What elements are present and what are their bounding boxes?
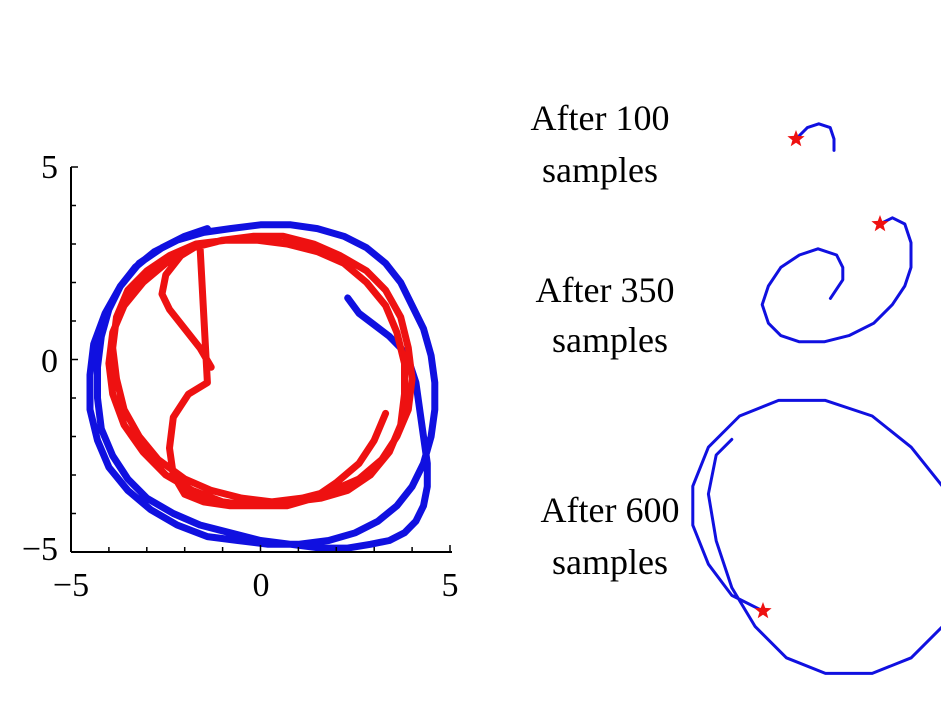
x-tick-label-right: 5 — [442, 567, 459, 604]
trajectory-panel-100 — [787, 122, 836, 152]
trajectory-panel-350 — [760, 215, 913, 344]
y-minor-ticks — [71, 166, 78, 553]
panel-350-trajectory-line — [760, 216, 913, 344]
panel-350-start-star-marker — [871, 215, 889, 232]
x-tick-label-left: −5 — [53, 567, 89, 604]
panel-100-trajectory-line — [794, 122, 836, 152]
y-tick-label-bottom: −5 — [22, 531, 58, 568]
panel-label-350-line2: samples — [552, 320, 668, 360]
main-trajectory-chart: 5 0 −5 −5 0 5 — [22, 149, 459, 604]
x-minor-ticks — [70, 545, 451, 552]
main-series-group — [86, 221, 439, 552]
panel-label-100-line1: After 100 — [531, 98, 670, 138]
panel-600-start-star-marker — [754, 602, 772, 619]
y-tick-label-top: 5 — [41, 149, 58, 186]
panel-label-600-line1: After 600 — [541, 490, 680, 530]
panel-label-350-line1: After 350 — [536, 270, 675, 310]
panel-100-start-star-marker — [787, 130, 805, 147]
y-tick-label-mid: 0 — [41, 343, 58, 380]
panel-label-350: After 350 samples — [536, 270, 675, 360]
panel-label-100: After 100 samples — [531, 98, 670, 190]
main-series-line-1 — [105, 232, 416, 510]
x-tick-label-mid: 0 — [253, 567, 270, 604]
panel-label-600: After 600 samples — [541, 490, 680, 582]
trajectory-panel-600 — [691, 398, 941, 675]
panel-label-600-line2: samples — [552, 542, 668, 582]
panel-600-trajectory-line — [691, 398, 941, 675]
main-series-line-0 — [86, 221, 439, 552]
panel-label-100-line2: samples — [542, 150, 658, 190]
